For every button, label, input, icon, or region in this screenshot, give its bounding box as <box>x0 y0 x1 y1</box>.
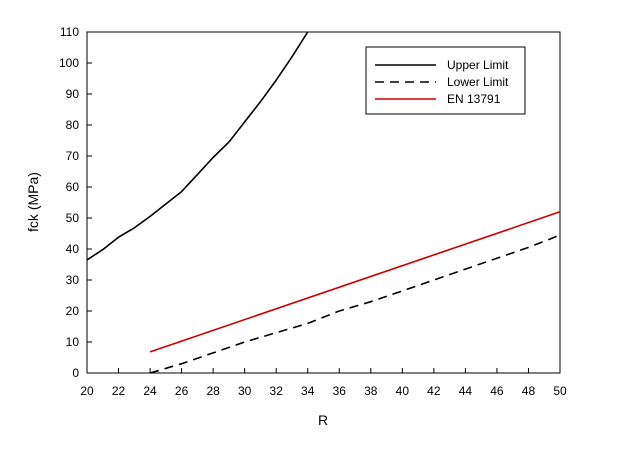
x-tick-label: 34 <box>301 384 315 398</box>
series-line-en-13791 <box>149 211 561 353</box>
plot-area <box>86 31 561 374</box>
series-line-upper-limit <box>86 31 309 261</box>
x-tick-label: 28 <box>206 384 220 398</box>
x-tick-label: 42 <box>427 384 441 398</box>
y-tick-label: 30 <box>66 273 80 287</box>
y-tick-label: 10 <box>66 335 80 349</box>
x-tick-label: 48 <box>522 384 536 398</box>
legend-box <box>365 46 526 115</box>
y-tick-label: 20 <box>66 304 80 318</box>
x-tick-label: 36 <box>333 384 347 398</box>
y-tick-label: 110 <box>60 25 79 39</box>
x-tick-label: 44 <box>459 384 473 398</box>
series-group <box>86 31 561 374</box>
y-tick-label: 80 <box>66 118 80 132</box>
x-tick-label: 32 <box>270 384 284 398</box>
legend-label-lower-limit: Lower Limit <box>447 75 509 89</box>
x-tick-label: 26 <box>175 384 189 398</box>
legend: Upper Limit Lower Limit EN 13791 <box>365 46 526 115</box>
series-line-lower-limit <box>149 234 561 374</box>
x-tick-label: 24 <box>143 384 157 398</box>
legend-label-upper-limit: Upper Limit <box>447 58 509 72</box>
x-axis: 20 22 24 26 28 30 32 34 36 38 40 42 44 46 48 50 <box>80 368 567 398</box>
y-tick-label: 40 <box>66 242 80 256</box>
x-tick-label: 50 <box>553 384 567 398</box>
y-axis: 0 10 20 30 40 50 60 70 80 90 100 110 <box>59 25 92 380</box>
x-tick-label: 22 <box>112 384 126 398</box>
x-axis-title: R <box>318 412 328 428</box>
x-tick-label: 46 <box>490 384 504 398</box>
x-tick-label: 20 <box>80 384 94 398</box>
y-tick-label: 50 <box>66 211 80 225</box>
y-tick-label: 0 <box>72 366 79 380</box>
x-tick-label: 30 <box>238 384 252 398</box>
x-tick-label: 38 <box>364 384 378 398</box>
y-tick-label: 100 <box>59 56 79 70</box>
legend-label-en-13791: EN 13791 <box>447 92 501 106</box>
y-tick-label: 60 <box>66 180 80 194</box>
y-tick-label: 90 <box>66 87 80 101</box>
y-axis-title: fck (MPa) <box>25 172 41 232</box>
y-tick-label: 70 <box>66 149 80 163</box>
x-tick-label: 40 <box>396 384 410 398</box>
